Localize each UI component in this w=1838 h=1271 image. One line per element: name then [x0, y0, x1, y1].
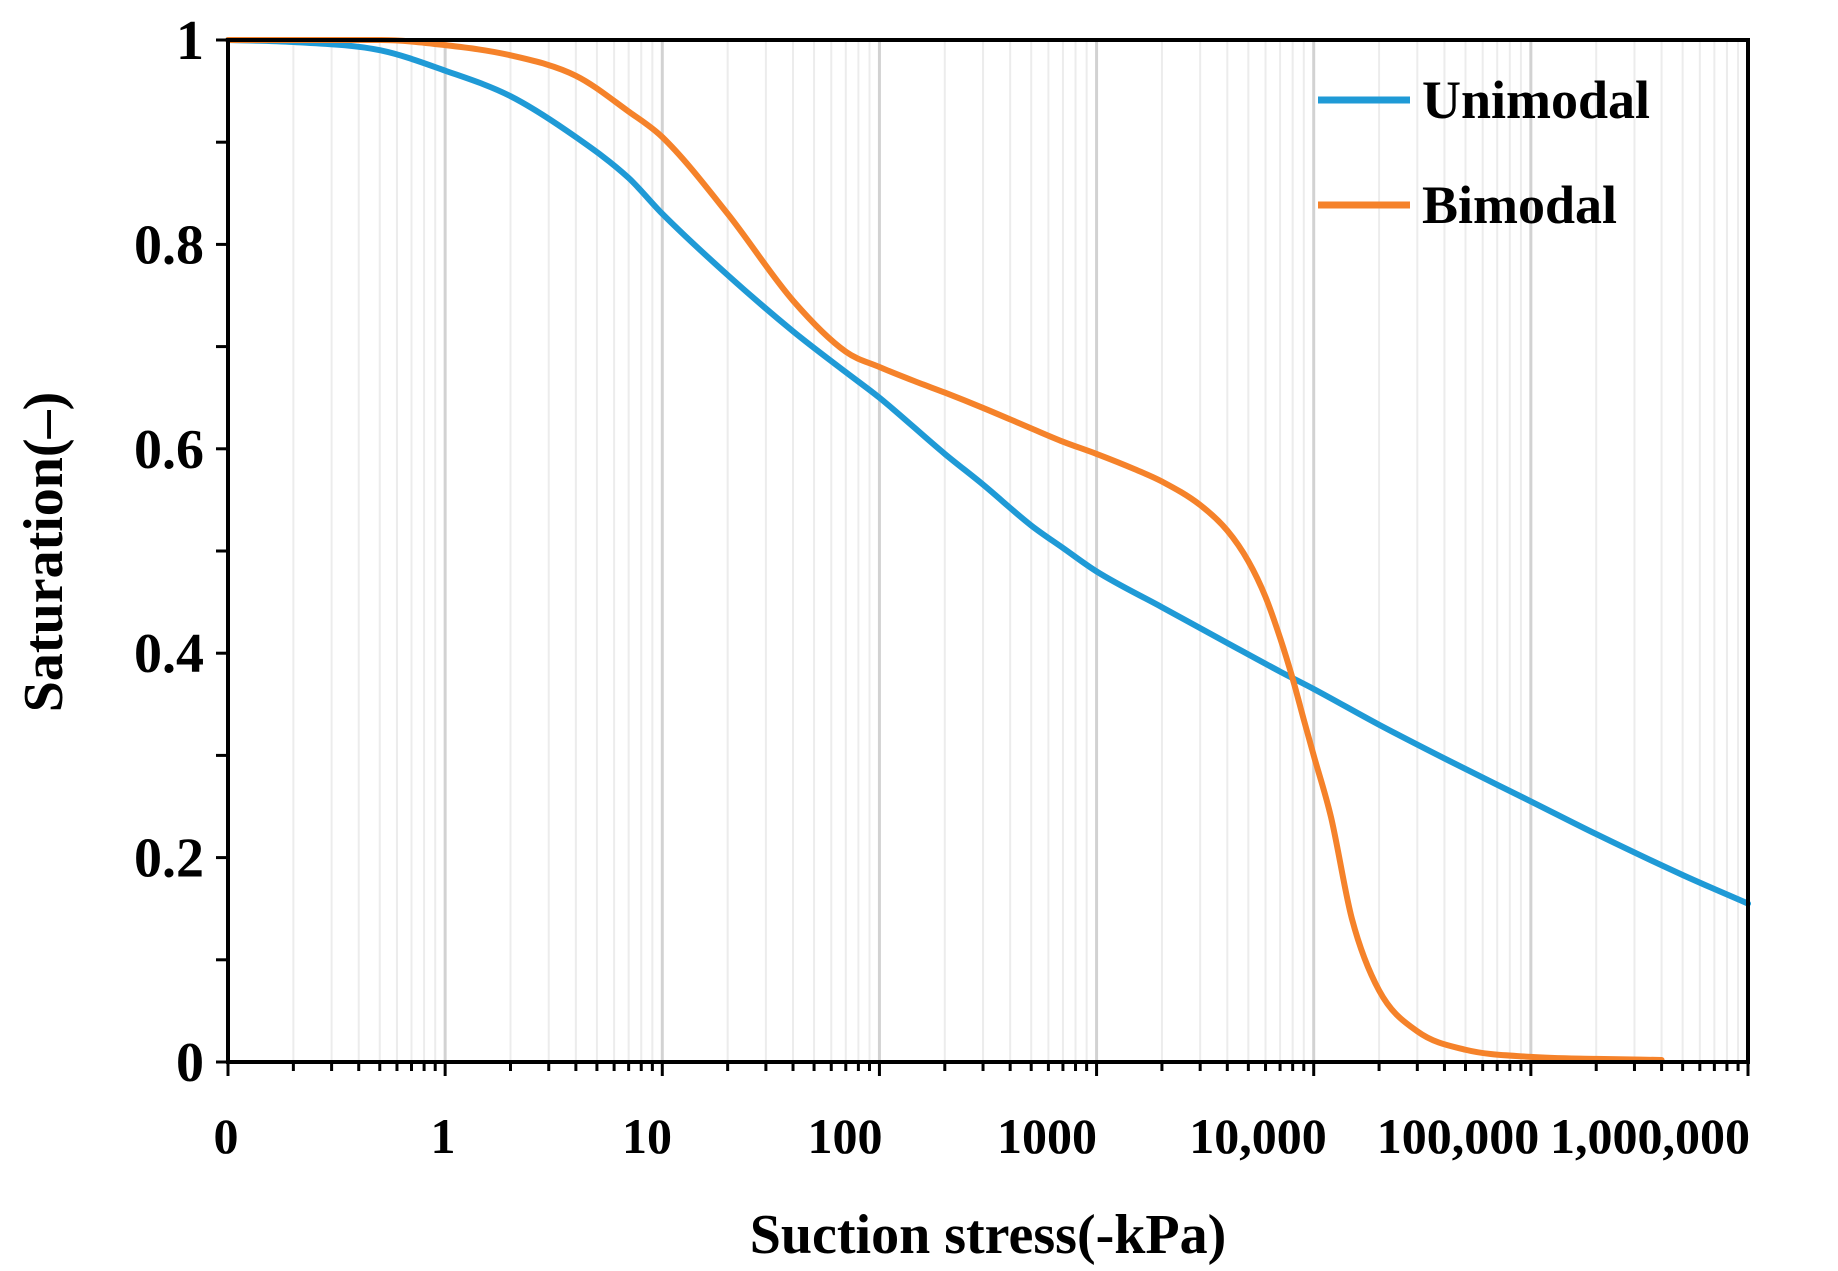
x-tick-label: 0 — [214, 1108, 239, 1164]
vertical-gridlines — [292, 40, 1740, 1062]
x-tick-label: 10 — [622, 1108, 672, 1164]
x-tick-label: 1 — [431, 1108, 456, 1164]
legend-label-bimodal: Bimodal — [1422, 175, 1617, 235]
y-tick-label: 0 — [176, 1032, 204, 1094]
axes — [216, 38, 1750, 1076]
legend-label-unimodal: Unimodal — [1422, 70, 1650, 130]
x-tick-label: 100,000 — [1377, 1108, 1540, 1164]
legend: Unimodal Bimodal — [1318, 70, 1650, 235]
series-line-bimodal — [225, 36, 1665, 1063]
x-axis-label: Suction stress(-kPa) — [750, 1204, 1227, 1266]
series-line-unimodal — [225, 37, 1751, 907]
x-tick-label: 1,000,000 — [1550, 1108, 1750, 1164]
tick-labels: 00.20.40.60.810 1 10 100 1000 10,000 100,000 1,… — [134, 10, 1750, 1164]
x-tick-label: 10,000 — [1189, 1108, 1327, 1164]
y-tick-label: 0.4 — [134, 623, 204, 685]
y-tick-label: 0.8 — [134, 214, 204, 276]
y-tick-label: 0.2 — [134, 828, 204, 890]
x-tick-label: 100 — [808, 1108, 883, 1164]
series-layer — [225, 36, 1751, 1063]
y-tick-label: 1 — [176, 10, 204, 72]
x-tick-label: 1000 — [997, 1108, 1097, 1164]
y-tick-label: 0.6 — [134, 419, 204, 481]
y-axis-label: Saturation(–) — [13, 392, 75, 712]
